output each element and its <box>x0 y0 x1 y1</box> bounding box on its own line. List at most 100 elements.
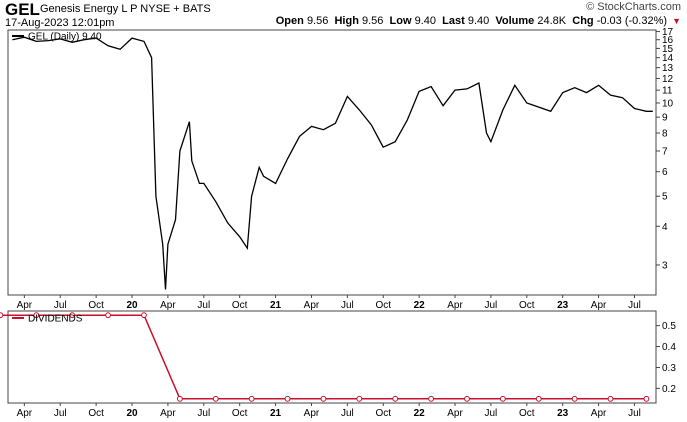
dividend-point <box>176 395 183 402</box>
dividend-point <box>535 395 542 402</box>
legend-label: GEL (Daily) 9.40 <box>28 32 102 43</box>
x-tick-label: 22 <box>414 300 426 311</box>
dividend-point <box>69 312 76 319</box>
dividend-point <box>643 395 650 402</box>
down-triangle-icon: ▼ <box>672 16 681 26</box>
low-value: 9.40 <box>414 15 437 27</box>
y-tick-label: 0.5 <box>662 321 676 332</box>
dividends-panel: 0.2 0.3 0.4 0.5 Apr Jul Oct 20 Apr Jul Oct 21 Apr Jul… <box>0 310 676 419</box>
x-tick-label: Jul <box>341 408 354 419</box>
last-value: 9.40 <box>467 15 490 27</box>
dividend-point <box>356 395 363 402</box>
high-label: High <box>334 15 359 27</box>
dividend-point <box>0 312 4 319</box>
chg-label: Chg <box>572 15 594 27</box>
volume-value: 24.8K <box>537 15 567 27</box>
x-tick-label: Apr <box>304 408 320 419</box>
x-tick-label: 23 <box>557 300 569 311</box>
x-tick-label: Apr <box>17 300 33 311</box>
dividend-point <box>105 312 111 319</box>
dividend-point <box>464 395 470 402</box>
x-tick-label: Jul <box>485 408 498 419</box>
x-tick-label: Jul <box>54 408 67 419</box>
x-tick-label: Oct <box>232 300 248 311</box>
volume-label: Volume <box>495 15 535 27</box>
x-tick-label: Apr <box>160 300 176 311</box>
x-tick-label: Jul <box>341 300 354 311</box>
x-tick-label: Apr <box>447 300 463 311</box>
y-tick-label: 3 <box>662 260 668 271</box>
y-tick-label: 7 <box>662 146 668 157</box>
x-tick-label: Oct <box>88 408 104 419</box>
quote-datetime: 17-Aug-2023 12:01pm <box>5 17 115 29</box>
y-tick-label: 4 <box>662 222 668 233</box>
dividend-point <box>212 395 219 402</box>
x-tick-label: 21 <box>270 408 282 419</box>
x-tick-label: Jul <box>197 300 210 311</box>
dividend-point <box>392 395 399 402</box>
open-label: Open <box>275 15 304 27</box>
dividend-point <box>248 395 255 402</box>
y-tick-label: 9 <box>662 113 668 124</box>
company-exchange: Genesis Energy L P NYSE + BATS <box>40 3 211 15</box>
x-tick-label: Oct <box>375 408 391 419</box>
x-tick-label: Jul <box>628 300 641 311</box>
x-tick-label: 20 <box>126 300 138 311</box>
x-tick-label: Jul <box>628 408 641 419</box>
last-label: Last <box>442 15 465 27</box>
series-line <box>12 36 653 290</box>
y-tick-label: 12 <box>662 74 674 85</box>
low-label: Low <box>389 15 412 27</box>
x-tick-label: 21 <box>270 300 282 311</box>
legend-label: DIVIDENDS <box>28 314 83 325</box>
y-tick-label: 13 <box>662 63 674 74</box>
y-tick-label: 11 <box>662 86 673 97</box>
high-value: 9.56 <box>362 15 384 27</box>
panel-frame <box>7 310 657 404</box>
y-tick-label: 5 <box>662 192 668 203</box>
y-tick-label: 0.4 <box>662 342 676 353</box>
y-tick-label: 10 <box>662 98 674 109</box>
quote-summary: Open 9.56 High 9.56 Low 9.40 Last 9.40 V… <box>276 15 681 27</box>
x-tick-label: Oct <box>375 300 391 311</box>
y-tick-label: 0.2 <box>662 384 676 395</box>
brand-credit: © StockCharts.com <box>586 1 681 13</box>
y-tick-label: 15 <box>662 44 674 55</box>
panel-frame <box>7 29 657 296</box>
x-tick-label: Apr <box>160 408 176 419</box>
x-tick-label: 20 <box>126 408 138 419</box>
dividend-point <box>499 395 506 402</box>
y-tick-label: 6 <box>662 167 668 178</box>
dividend-point <box>33 312 40 319</box>
ticker-symbol: GEL <box>5 0 40 19</box>
x-tick-label: Jul <box>54 300 67 311</box>
x-tick-label: Apr <box>447 408 463 419</box>
x-tick-label: 22 <box>414 408 426 419</box>
y-tick-label: 0.3 <box>662 363 676 374</box>
x-tick-label: Apr <box>591 408 607 419</box>
company-name: Genesis Energy L P <box>40 3 138 15</box>
x-tick-label: 23 <box>557 408 569 419</box>
dividend-point <box>141 312 147 319</box>
dividend-point <box>607 395 614 402</box>
chg-value: -0.03 (-0.32%) <box>596 15 668 27</box>
series-line <box>0 314 647 400</box>
x-tick-label: Oct <box>519 408 535 419</box>
x-tick-label: Oct <box>232 408 248 419</box>
exchange-name: NYSE + BATS <box>140 3 211 15</box>
dividend-point <box>320 395 327 402</box>
open-value: 9.56 <box>306 15 329 27</box>
x-tick-label: Apr <box>591 300 607 311</box>
y-tick-label: 17 <box>662 27 674 38</box>
y-tick-label: 8 <box>662 128 668 139</box>
x-tick-label: Apr <box>304 300 320 311</box>
x-tick-label: Oct <box>88 300 104 311</box>
y-tick-label: 14 <box>662 53 674 64</box>
x-tick-label: Apr <box>17 408 33 419</box>
dividend-point <box>571 395 578 402</box>
dividend-point <box>428 395 434 402</box>
x-tick-label: Jul <box>485 300 498 311</box>
x-tick-label: Jul <box>197 408 210 419</box>
